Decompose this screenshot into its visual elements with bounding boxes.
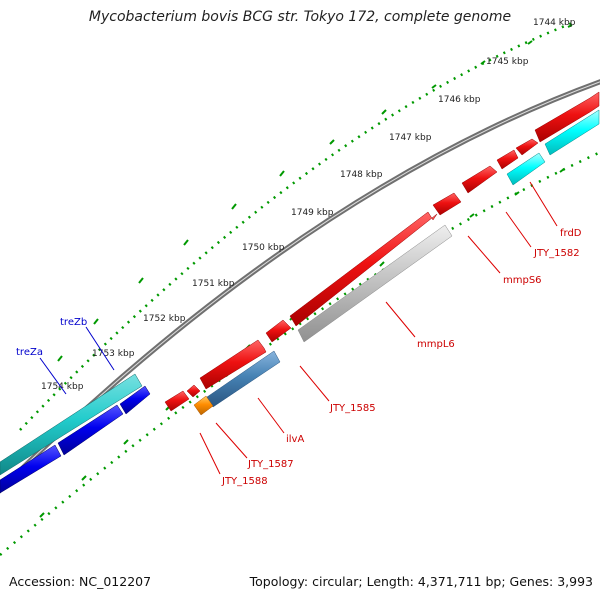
gene-forward-10[interactable]: [164, 390, 190, 412]
gene-forward-8[interactable]: [199, 339, 267, 390]
ruler-tick-label-1750: 1750 kbp: [242, 243, 285, 253]
gene-forward-7[interactable]: [265, 319, 292, 343]
ruler-tick-label-1748: 1748 kbp: [340, 170, 383, 180]
gene-treZa[interactable]: [0, 444, 62, 494]
gene-blue-2[interactable]: [57, 404, 124, 456]
ruler-inner-ticks: [39, 168, 565, 518]
gene-label-JTY_1582: JTY_1582: [533, 248, 580, 259]
ruler-major-ticks: [57, 24, 573, 362]
ruler-tick-label-1749: 1749 kbp: [291, 208, 334, 218]
ruler-tick-label-1744: 1744 kbp: [533, 18, 576, 28]
ruler-tick-label-1745: 1745 kbp: [486, 57, 529, 67]
leader-JTY_1582: [505, 211, 532, 248]
map-title: Mycobacterium bovis BCG str. Tokyo 172, …: [88, 9, 512, 25]
gene-label-JTY_1585: JTY_1585: [329, 403, 376, 414]
forward-strand-genes: [164, 91, 600, 412]
gene-forward-1[interactable]: [534, 91, 600, 143]
ruler-tick-label-1751: 1751 kbp: [192, 279, 235, 289]
gene-forward-3[interactable]: [496, 149, 519, 170]
gene-forward-2[interactable]: [515, 138, 539, 156]
gene-forward-9[interactable]: [186, 384, 201, 398]
gene-label-ilvA: ilvA: [286, 434, 304, 445]
leader-treZb: [85, 326, 115, 371]
gene-forward-5[interactable]: [432, 192, 462, 216]
gene-mmpL6[interactable]: [297, 224, 453, 343]
gene-JTY_1587[interactable]: [193, 395, 214, 416]
gene-label-treZb: treZb: [60, 317, 87, 328]
leader-frdD: [529, 181, 558, 227]
ruler-tick-label-1753: 1753 kbp: [92, 349, 135, 359]
gene-label-JTY_1587: JTY_1587: [247, 459, 294, 470]
leader-JTY_1587: [215, 422, 248, 459]
ruler-outer-arc: [19, 20, 576, 431]
ruler-tick-label-1754: 1754 kbp: [41, 382, 84, 392]
accession-text: Accession: NC_012207: [9, 574, 152, 589]
leader-mmpL6: [385, 301, 416, 338]
leader-JTY_1585: [299, 365, 330, 402]
gene-label-mmpL6: mmpL6: [417, 339, 455, 350]
leader-ilvA: [257, 397, 285, 434]
gene-cyan-2[interactable]: [506, 152, 546, 186]
ruler-tick-label-1752: 1752 kbp: [143, 314, 186, 324]
gene-treZb[interactable]: [0, 373, 143, 476]
leader-JTY_1588: [199, 432, 221, 475]
gene-label-treZa: treZa: [16, 347, 43, 358]
leader-treZa: [39, 357, 67, 395]
cyan-genes: [506, 109, 600, 186]
gene-forward-6[interactable]: [289, 211, 438, 327]
ruler-tick-label-1746: 1746 kbp: [438, 95, 481, 105]
gene-label-frdD: frdD: [560, 228, 582, 239]
gene-cyan-1[interactable]: [544, 109, 600, 156]
gene-blue-1[interactable]: [119, 385, 151, 415]
gene-forward-4[interactable]: [461, 165, 498, 194]
gene-label-mmpS6: mmpS6: [503, 275, 542, 286]
ruler-inner-arc: [0, 150, 600, 556]
leader-mmpS6: [467, 235, 501, 274]
genome-summary-text: Topology: circular; Length: 4,371,711 bp…: [249, 574, 593, 589]
gene-label-JTY_1588: JTY_1588: [221, 476, 268, 487]
ruler-tick-label-1747: 1747 kbp: [389, 133, 432, 143]
